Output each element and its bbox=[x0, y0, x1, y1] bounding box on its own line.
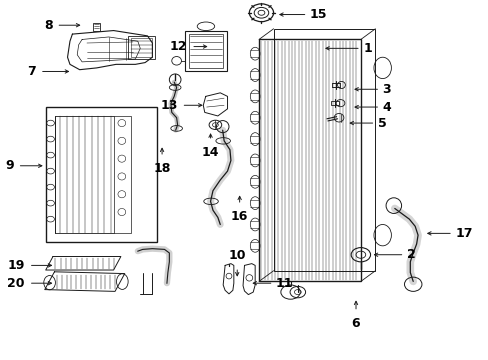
Ellipse shape bbox=[249, 4, 273, 22]
Text: 19: 19 bbox=[7, 259, 25, 272]
Text: 8: 8 bbox=[44, 19, 52, 32]
Bar bbox=[189, 34, 222, 68]
Text: 6: 6 bbox=[351, 317, 360, 330]
Bar bbox=[185, 31, 226, 72]
Text: 11: 11 bbox=[275, 277, 293, 290]
Bar bbox=[128, 36, 155, 59]
Text: 17: 17 bbox=[454, 227, 472, 240]
Text: 7: 7 bbox=[27, 65, 36, 78]
Bar bbox=[331, 83, 339, 87]
Text: 4: 4 bbox=[382, 100, 390, 113]
Text: 16: 16 bbox=[230, 210, 248, 223]
Bar bbox=[130, 38, 152, 57]
Text: 18: 18 bbox=[153, 162, 170, 175]
Bar bbox=[330, 101, 338, 105]
Bar bbox=[113, 116, 130, 233]
Bar bbox=[93, 23, 100, 31]
Bar bbox=[259, 40, 360, 282]
Bar bbox=[273, 29, 375, 271]
Text: 3: 3 bbox=[382, 83, 390, 96]
Text: 20: 20 bbox=[7, 277, 25, 290]
Text: 14: 14 bbox=[202, 146, 219, 159]
Text: 15: 15 bbox=[309, 8, 327, 21]
Text: 5: 5 bbox=[377, 117, 386, 130]
Text: 10: 10 bbox=[228, 249, 245, 262]
Bar bbox=[45, 107, 157, 242]
Text: 9: 9 bbox=[5, 159, 14, 172]
Text: 1: 1 bbox=[363, 42, 371, 55]
Text: 13: 13 bbox=[160, 99, 177, 112]
Text: 12: 12 bbox=[169, 40, 187, 53]
Text: 2: 2 bbox=[406, 248, 415, 261]
